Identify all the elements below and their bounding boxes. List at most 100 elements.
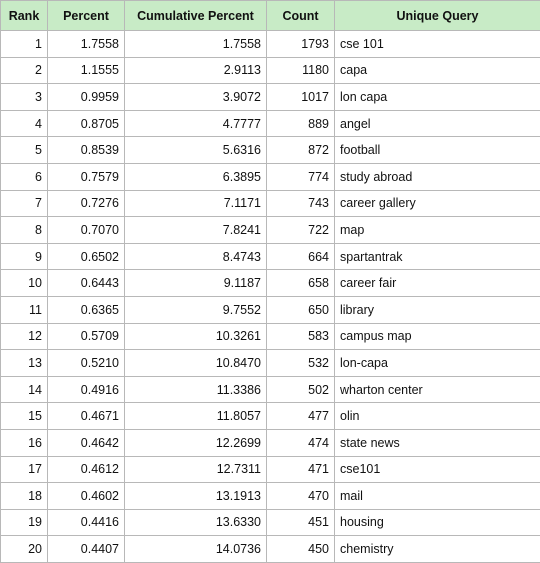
cumulative-percent-cell: 6.3895 — [125, 163, 267, 190]
count-cell: 583 — [267, 323, 335, 350]
cumulative-percent-cell: 11.3386 — [125, 376, 267, 403]
query-cell: angel — [335, 110, 540, 137]
rank-cell: 7 — [1, 190, 48, 217]
percent-cell: 0.5210 — [48, 350, 125, 377]
cumulative-percent-cell: 5.6316 — [125, 137, 267, 164]
count-cell: 532 — [267, 350, 335, 377]
percent-cell: 1.7558 — [48, 31, 125, 58]
rank-cell: 15 — [1, 403, 48, 430]
query-cell: campus map — [335, 323, 540, 350]
cumulative-percent-cell: 10.3261 — [125, 323, 267, 350]
count-cell: 1180 — [267, 57, 335, 84]
rank-cell: 20 — [1, 536, 48, 563]
cumulative-percent-cell: 12.2699 — [125, 429, 267, 456]
cumulative-percent-cell: 8.4743 — [125, 243, 267, 270]
query-cell: spartantrak — [335, 243, 540, 270]
query-cell: olin — [335, 403, 540, 430]
cumulative-percent-cell: 12.7311 — [125, 456, 267, 483]
cumulative-percent-cell: 9.1187 — [125, 270, 267, 297]
percent-cell: 0.4671 — [48, 403, 125, 430]
rank-cell: 3 — [1, 84, 48, 111]
count-cell: 664 — [267, 243, 335, 270]
cumulative-percent-cell: 13.6330 — [125, 509, 267, 536]
query-cell: mail — [335, 483, 540, 510]
rank-cell: 5 — [1, 137, 48, 164]
cumulative-percent-cell: 9.7552 — [125, 296, 267, 323]
query-cell: housing — [335, 509, 540, 536]
query-cell: wharton center — [335, 376, 540, 403]
query-cell: study abroad — [335, 163, 540, 190]
rank-cell: 2 — [1, 57, 48, 84]
rank-cell: 17 — [1, 456, 48, 483]
column-header-cumulative-percent: Cumulative Percent — [125, 1, 267, 31]
rank-cell: 18 — [1, 483, 48, 510]
count-cell: 889 — [267, 110, 335, 137]
count-cell: 650 — [267, 296, 335, 323]
cumulative-percent-cell: 14.0736 — [125, 536, 267, 563]
column-header-percent: Percent — [48, 1, 125, 31]
percent-cell: 0.9959 — [48, 84, 125, 111]
count-cell: 502 — [267, 376, 335, 403]
percent-cell: 0.4407 — [48, 536, 125, 563]
cumulative-percent-cell: 10.8470 — [125, 350, 267, 377]
header-row: Rank Percent Cumulative Percent Count Un… — [1, 1, 540, 31]
query-cell: state news — [335, 429, 540, 456]
count-cell: 470 — [267, 483, 335, 510]
percent-cell: 0.6365 — [48, 296, 125, 323]
count-cell: 774 — [267, 163, 335, 190]
cumulative-percent-cell: 7.8241 — [125, 217, 267, 244]
percent-cell: 0.7579 — [48, 163, 125, 190]
rank-cell: 6 — [1, 163, 48, 190]
percent-cell: 0.8705 — [48, 110, 125, 137]
count-cell: 471 — [267, 456, 335, 483]
percent-cell: 0.4602 — [48, 483, 125, 510]
rank-cell: 14 — [1, 376, 48, 403]
column-header-unique-query: Unique Query — [335, 1, 540, 31]
rank-cell: 8 — [1, 217, 48, 244]
rank-cell: 12 — [1, 323, 48, 350]
percent-cell: 0.6502 — [48, 243, 125, 270]
rank-cell: 4 — [1, 110, 48, 137]
count-cell: 451 — [267, 509, 335, 536]
percent-cell: 0.4416 — [48, 509, 125, 536]
count-cell: 474 — [267, 429, 335, 456]
percent-cell: 0.7070 — [48, 217, 125, 244]
count-cell: 722 — [267, 217, 335, 244]
cumulative-percent-cell: 2.9113 — [125, 57, 267, 84]
count-cell: 450 — [267, 536, 335, 563]
percent-cell: 0.8539 — [48, 137, 125, 164]
count-cell: 658 — [267, 270, 335, 297]
count-cell: 1793 — [267, 31, 335, 58]
cumulative-percent-cell: 7.1171 — [125, 190, 267, 217]
cumulative-percent-cell: 11.8057 — [125, 403, 267, 430]
query-cell: cse101 — [335, 456, 540, 483]
query-cell: chemistry — [335, 536, 540, 563]
query-cell: career gallery — [335, 190, 540, 217]
percent-cell: 0.4612 — [48, 456, 125, 483]
query-cell: lon-capa — [335, 350, 540, 377]
table-header: Rank Percent Cumulative Percent Count Un… — [1, 1, 540, 31]
rank-cell: 1 — [1, 31, 48, 58]
query-cell: career fair — [335, 270, 540, 297]
query-cell: map — [335, 217, 540, 244]
query-cell: cse 101 — [335, 31, 540, 58]
count-cell: 1017 — [267, 84, 335, 111]
percent-cell: 0.5709 — [48, 323, 125, 350]
percent-cell: 0.7276 — [48, 190, 125, 217]
